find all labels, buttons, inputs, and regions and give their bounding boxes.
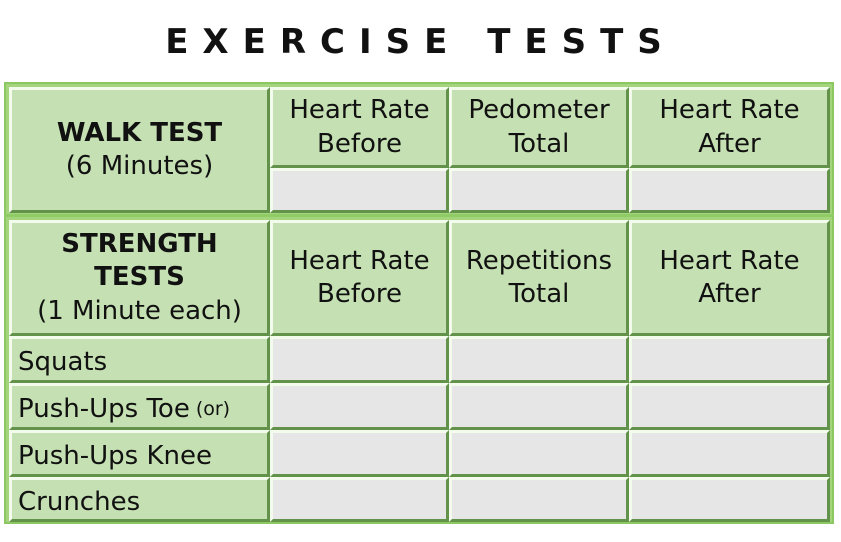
- strength-tests-duration: (1 Minute each): [37, 295, 242, 326]
- crunches-repetitions-total-input[interactable]: [449, 477, 629, 522]
- strength-tests-name: STRENGTH TESTS: [61, 229, 218, 293]
- row-label-push-ups-knee: Push-Ups Knee: [9, 430, 270, 477]
- or-note: (or): [195, 398, 231, 421]
- squats-repetitions-total-input[interactable]: [449, 336, 629, 383]
- push-ups-toe-heart-rate-before-input[interactable]: [270, 383, 449, 430]
- strength-col-heart-rate-before: Heart Rate Before: [270, 220, 449, 336]
- walk-heart-rate-before-input[interactable]: [270, 168, 449, 213]
- push-ups-knee-heart-rate-after-input[interactable]: [629, 430, 830, 477]
- crunches-heart-rate-before-input[interactable]: [270, 477, 449, 522]
- row-label-crunches: Crunches: [9, 477, 270, 522]
- walk-test-name: WALK TEST: [56, 117, 223, 148]
- strength-col-repetitions-total: Repetitions Total: [449, 220, 629, 336]
- push-ups-toe-heart-rate-after-input[interactable]: [629, 383, 830, 430]
- walk-test-duration: (6 Minutes): [65, 151, 214, 181]
- walk-col-pedometer-total: Pedometer Total: [449, 87, 629, 168]
- push-ups-knee-heart-rate-before-input[interactable]: [270, 430, 449, 477]
- row-label-push-ups-toe: Push-Ups Toe (or): [9, 383, 270, 430]
- walk-pedometer-total-input[interactable]: [449, 168, 629, 213]
- walk-col-heart-rate-before: Heart Rate Before: [270, 87, 449, 168]
- section-divider: [4, 214, 834, 217]
- push-ups-knee-repetitions-total-input[interactable]: [449, 430, 629, 477]
- row-label-squats: Squats: [9, 336, 270, 383]
- push-ups-toe-repetitions-total-input[interactable]: [449, 383, 629, 430]
- crunches-heart-rate-after-input[interactable]: [629, 477, 830, 522]
- walk-test-label: WALK TEST (6 Minutes): [9, 87, 270, 213]
- page-title: EXERCISE TESTS: [165, 22, 676, 62]
- strength-tests-label: STRENGTH TESTS (1 Minute each): [9, 220, 270, 336]
- squats-heart-rate-after-input[interactable]: [629, 336, 830, 383]
- walk-col-heart-rate-after: Heart Rate After: [629, 87, 830, 168]
- strength-col-heart-rate-after: Heart Rate After: [629, 220, 830, 336]
- squats-heart-rate-before-input[interactable]: [270, 336, 449, 383]
- walk-heart-rate-after-input[interactable]: [629, 168, 830, 213]
